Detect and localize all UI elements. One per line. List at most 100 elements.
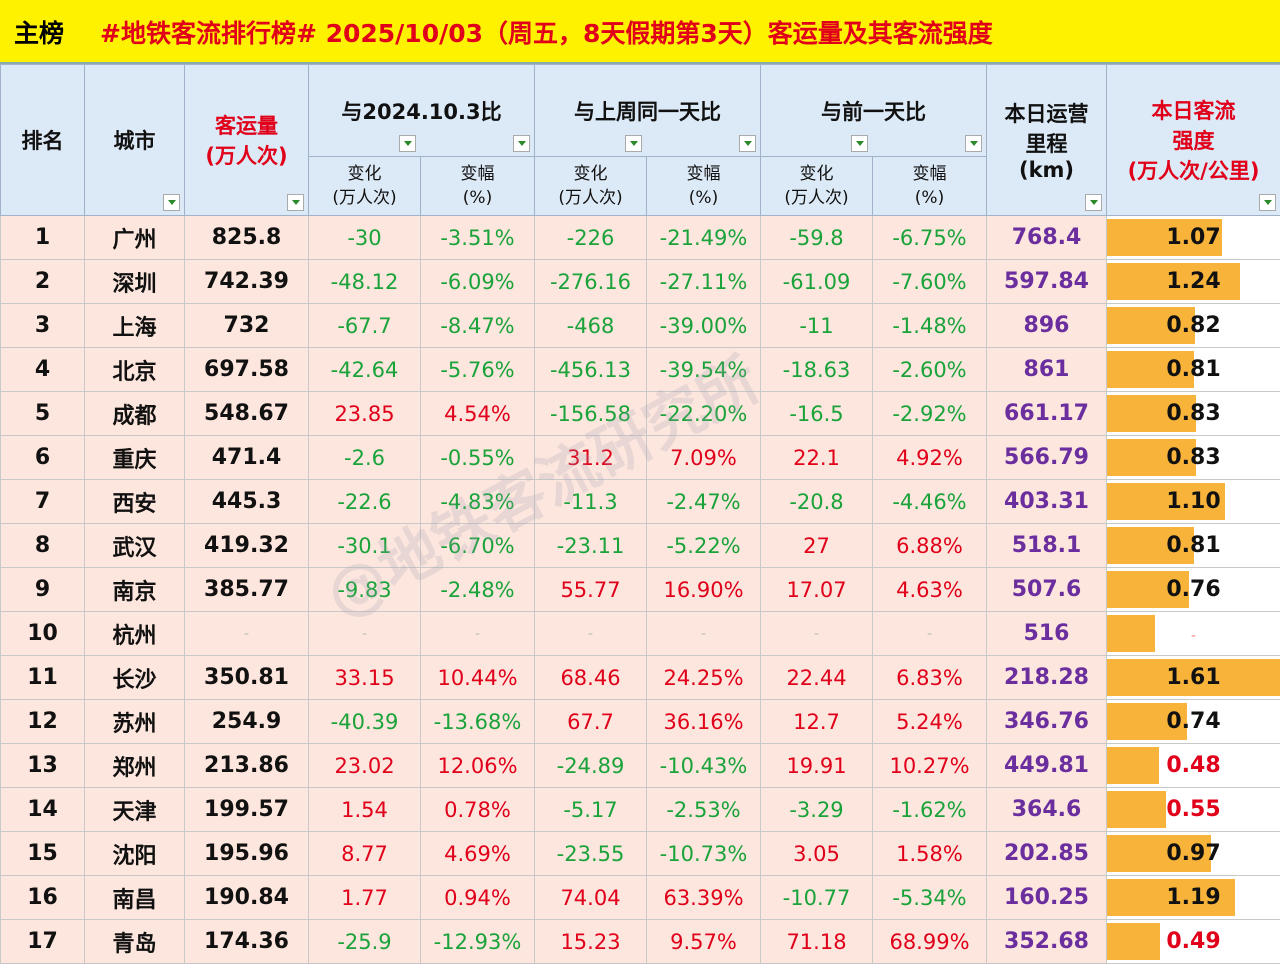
cell-change-2024: - xyxy=(309,612,421,656)
cell-change-prev: -10.77 xyxy=(761,876,873,920)
cell-pct-week: 9.57% xyxy=(647,920,761,964)
cell-change-2024: -30 xyxy=(309,216,421,260)
cell-change-2024: 8.77 xyxy=(309,832,421,876)
title-bar: 主榜 #地铁客流排行榜# 2025/10/03（周五，8天假期第3天）客运量及其… xyxy=(0,0,1280,64)
header-mileage-unit: (km) xyxy=(987,158,1106,182)
page-title: #地铁客流排行榜# 2025/10/03（周五，8天假期第3天）客运量及其客流强… xyxy=(100,14,993,50)
filter-dropdown-icon[interactable] xyxy=(163,194,180,211)
cell-pct-2024: 12.06% xyxy=(421,744,535,788)
cell-change-week: -468 xyxy=(535,304,647,348)
cell-change-2024: -2.6 xyxy=(309,436,421,480)
cell-mileage: 346.76 xyxy=(987,700,1107,744)
filter-dropdown-icon[interactable] xyxy=(1085,194,1102,211)
cell-rank: 14 xyxy=(1,788,85,832)
intensity-value: - xyxy=(1191,628,1196,644)
cell-change-week: 68.46 xyxy=(535,656,647,700)
header-volume-label: 客运量 xyxy=(185,110,308,140)
cell-rank: 4 xyxy=(1,348,85,392)
cell-change-week: -276.16 xyxy=(535,260,647,304)
cell-volume: 190.84 xyxy=(185,876,309,920)
cell-city: 青岛 xyxy=(85,920,185,964)
cell-mileage: 861 xyxy=(987,348,1107,392)
header-intensity-label: 本日客流 xyxy=(1107,95,1280,125)
cell-pct-2024: - xyxy=(421,612,535,656)
cell-change-prev: 22.44 xyxy=(761,656,873,700)
intensity-bar xyxy=(1107,791,1166,828)
cell-intensity: 1.10 xyxy=(1107,480,1280,524)
header-volume: 客运量(万人次) xyxy=(185,65,309,216)
filter-dropdown-icon[interactable] xyxy=(287,194,304,211)
cell-intensity: 0.74 xyxy=(1107,700,1280,744)
cell-change-2024: 1.54 xyxy=(309,788,421,832)
cell-pct-2024: -0.55% xyxy=(421,436,535,480)
cell-mileage: 597.84 xyxy=(987,260,1107,304)
cell-change-prev: 22.1 xyxy=(761,436,873,480)
intensity-value: 0.82 xyxy=(1166,313,1220,338)
cell-volume: 213.86 xyxy=(185,744,309,788)
title-tag: 主榜 xyxy=(14,14,64,50)
cell-pct-week: 63.39% xyxy=(647,876,761,920)
cell-mileage: 661.17 xyxy=(987,392,1107,436)
header-city-label: 城市 xyxy=(114,129,156,153)
cell-pct-prev: 6.88% xyxy=(873,524,987,568)
cell-mileage: 364.6 xyxy=(987,788,1107,832)
cell-pct-prev: 68.99% xyxy=(873,920,987,964)
cell-change-2024: -30.1 xyxy=(309,524,421,568)
header-mileage-label: 本日运营 xyxy=(987,98,1106,128)
intensity-value: 0.76 xyxy=(1166,577,1220,602)
intensity-value: 0.48 xyxy=(1166,753,1220,778)
subheader-pct: 变幅(%) xyxy=(873,157,987,216)
filter-dropdown-icon[interactable] xyxy=(965,135,982,152)
cell-volume: 419.32 xyxy=(185,524,309,568)
filter-dropdown-icon[interactable] xyxy=(399,135,416,152)
cell-change-week: 31.2 xyxy=(535,436,647,480)
header-rank-label: 排名 xyxy=(22,129,64,153)
cell-mileage: 403.31 xyxy=(987,480,1107,524)
cell-city: 杭州 xyxy=(85,612,185,656)
cell-rank: 10 xyxy=(1,612,85,656)
cell-rank: 9 xyxy=(1,568,85,612)
header-city: 城市 xyxy=(85,65,185,216)
intensity-bar xyxy=(1107,615,1155,652)
intensity-value: 0.81 xyxy=(1166,533,1220,558)
cell-pct-2024: -6.70% xyxy=(421,524,535,568)
cell-volume: 732 xyxy=(185,304,309,348)
cell-pct-2024: -12.93% xyxy=(421,920,535,964)
cell-rank: 15 xyxy=(1,832,85,876)
filter-dropdown-icon[interactable] xyxy=(1259,194,1276,211)
cell-pct-2024: -3.51% xyxy=(421,216,535,260)
cell-change-prev: 12.7 xyxy=(761,700,873,744)
cell-pct-prev: -4.46% xyxy=(873,480,987,524)
cell-pct-week: -27.11% xyxy=(647,260,761,304)
cell-pct-2024: -4.83% xyxy=(421,480,535,524)
cell-change-prev: -11 xyxy=(761,304,873,348)
filter-dropdown-icon[interactable] xyxy=(739,135,756,152)
cell-volume: 548.67 xyxy=(185,392,309,436)
filter-dropdown-icon[interactable] xyxy=(625,135,642,152)
filter-dropdown-icon[interactable] xyxy=(851,135,868,152)
header-vs-week: 与上周同一天比 xyxy=(535,65,761,157)
intensity-bar xyxy=(1107,923,1160,960)
cell-pct-prev: -7.60% xyxy=(873,260,987,304)
intensity-value: 0.49 xyxy=(1166,929,1220,954)
cell-volume: 174.36 xyxy=(185,920,309,964)
intensity-value: 0.74 xyxy=(1166,709,1220,734)
filter-dropdown-icon[interactable] xyxy=(513,135,530,152)
intensity-value: 0.97 xyxy=(1166,841,1220,866)
cell-volume: 742.39 xyxy=(185,260,309,304)
header-mileage-label2: 里程 xyxy=(987,128,1106,158)
subheader-pct-unit: (%) xyxy=(421,186,534,210)
cell-intensity: 0.82 xyxy=(1107,304,1280,348)
cell-volume: 697.58 xyxy=(185,348,309,392)
subheader-change-unit: (万人次) xyxy=(761,186,872,210)
cell-pct-prev: 1.58% xyxy=(873,832,987,876)
cell-pct-week: -22.20% xyxy=(647,392,761,436)
cell-change-prev: - xyxy=(761,612,873,656)
cell-intensity: 1.19 xyxy=(1107,876,1280,920)
subheader-pct: 变幅(%) xyxy=(421,157,535,216)
